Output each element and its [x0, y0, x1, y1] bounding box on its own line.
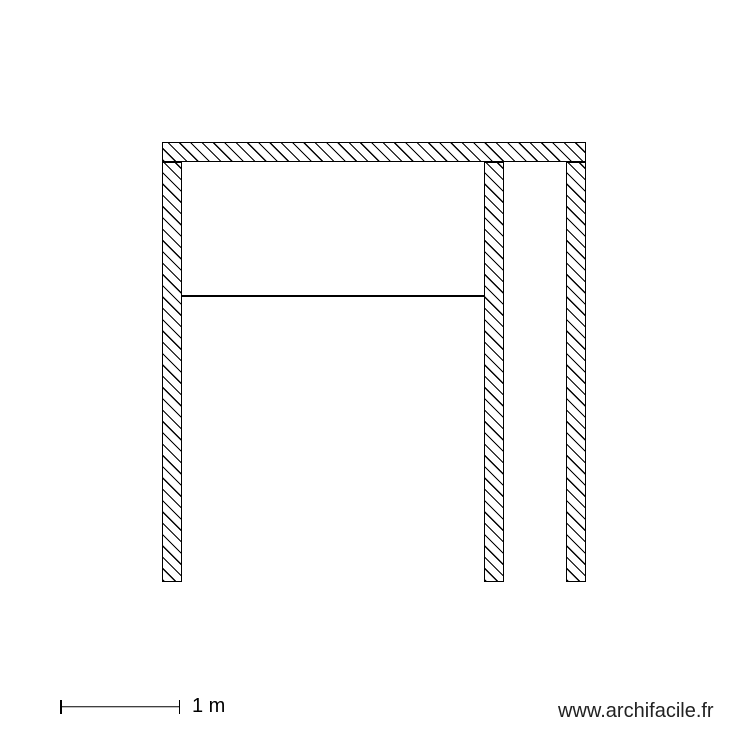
right-wall	[566, 162, 586, 582]
scale-bar-line	[60, 700, 180, 714]
scale-bar: 1 m	[60, 695, 225, 718]
top-wall	[162, 142, 586, 162]
watermark: www.archifacile.fr	[558, 700, 714, 723]
inner-vertical-wall	[484, 162, 504, 582]
floorplan-canvas: 1 m www.archifacile.fr	[0, 0, 750, 750]
inner-horizontal-divider	[182, 295, 484, 297]
left-wall	[162, 162, 182, 582]
scale-label: 1 m	[192, 695, 225, 718]
